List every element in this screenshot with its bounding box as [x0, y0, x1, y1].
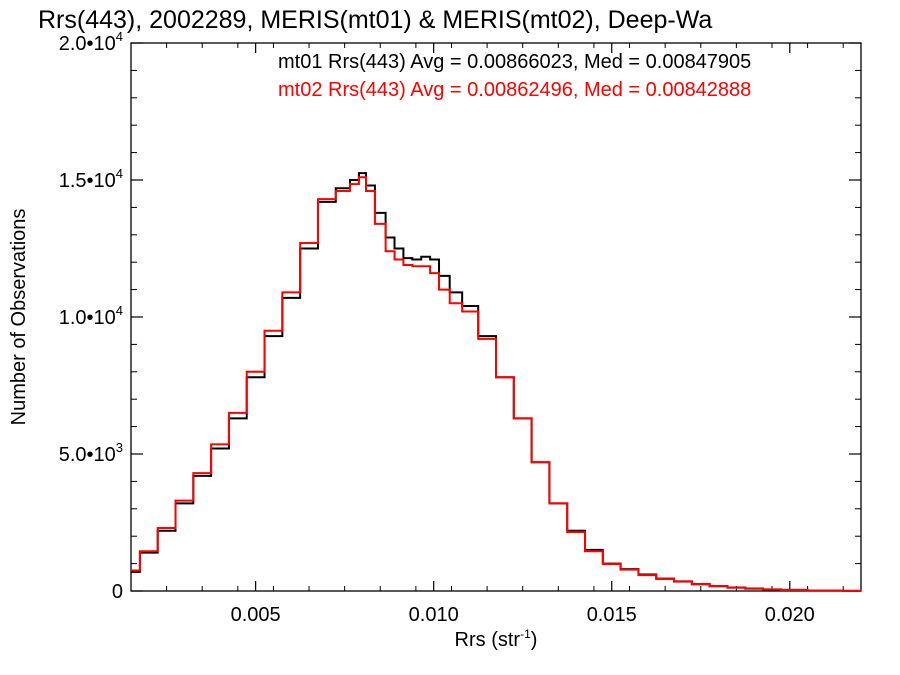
y-tick-label: 0 — [112, 581, 123, 603]
x-tick-label: 0.020 — [765, 604, 815, 626]
y-tick-label-base: 5.0•10 — [59, 444, 116, 466]
x-tick-label: 0.010 — [409, 604, 459, 626]
series-layer — [131, 172, 861, 592]
x-axis-label: Rrs (str-1) — [455, 627, 538, 651]
y-tick-label-exponent: 4 — [116, 303, 123, 318]
plot-frame — [130, 42, 862, 592]
y-tick-label-base: 1.0•10 — [59, 307, 116, 329]
y-axis-label: Number of Observations — [8, 209, 30, 426]
legend-mt02: mt02 Rrs(443) Avg = 0.00862496, Med = 0.… — [278, 79, 751, 101]
y-tick-label: 5.0•103 — [59, 440, 123, 466]
y-tick-label-exponent: 4 — [116, 29, 123, 44]
y-tick-label-exponent: 3 — [116, 440, 123, 455]
y-tick-label: 1.0•104 — [59, 303, 123, 329]
y-tick-label: 1.5•104 — [59, 166, 123, 192]
x-tick-label: 0.015 — [587, 604, 637, 626]
chart-title: Rrs(443), 2002289, MERIS(mt01) & MERIS(m… — [38, 6, 712, 34]
series-line-mt01 — [131, 172, 861, 592]
x-axis-label-end: ) — [531, 629, 538, 651]
y-tick-label-base: 2.0•10 — [59, 33, 116, 55]
x-tick-label: 0.005 — [231, 604, 281, 626]
series-line-mt02 — [131, 176, 861, 592]
x-axis-label-exponent: -1 — [520, 627, 531, 641]
y-tick-label-base: 1.5•10 — [59, 170, 116, 192]
x-axis-label-text: Rrs (str — [455, 629, 521, 651]
x-axis-ticks: 0.005 0.010 0.015 0.020 — [166, 43, 844, 626]
y-tick-label: 2.0•104 — [59, 29, 123, 55]
y-tick-label-exponent: 4 — [116, 166, 123, 181]
legend-mt01: mt01 Rrs(443) Avg = 0.00866023, Med = 0.… — [278, 51, 751, 73]
